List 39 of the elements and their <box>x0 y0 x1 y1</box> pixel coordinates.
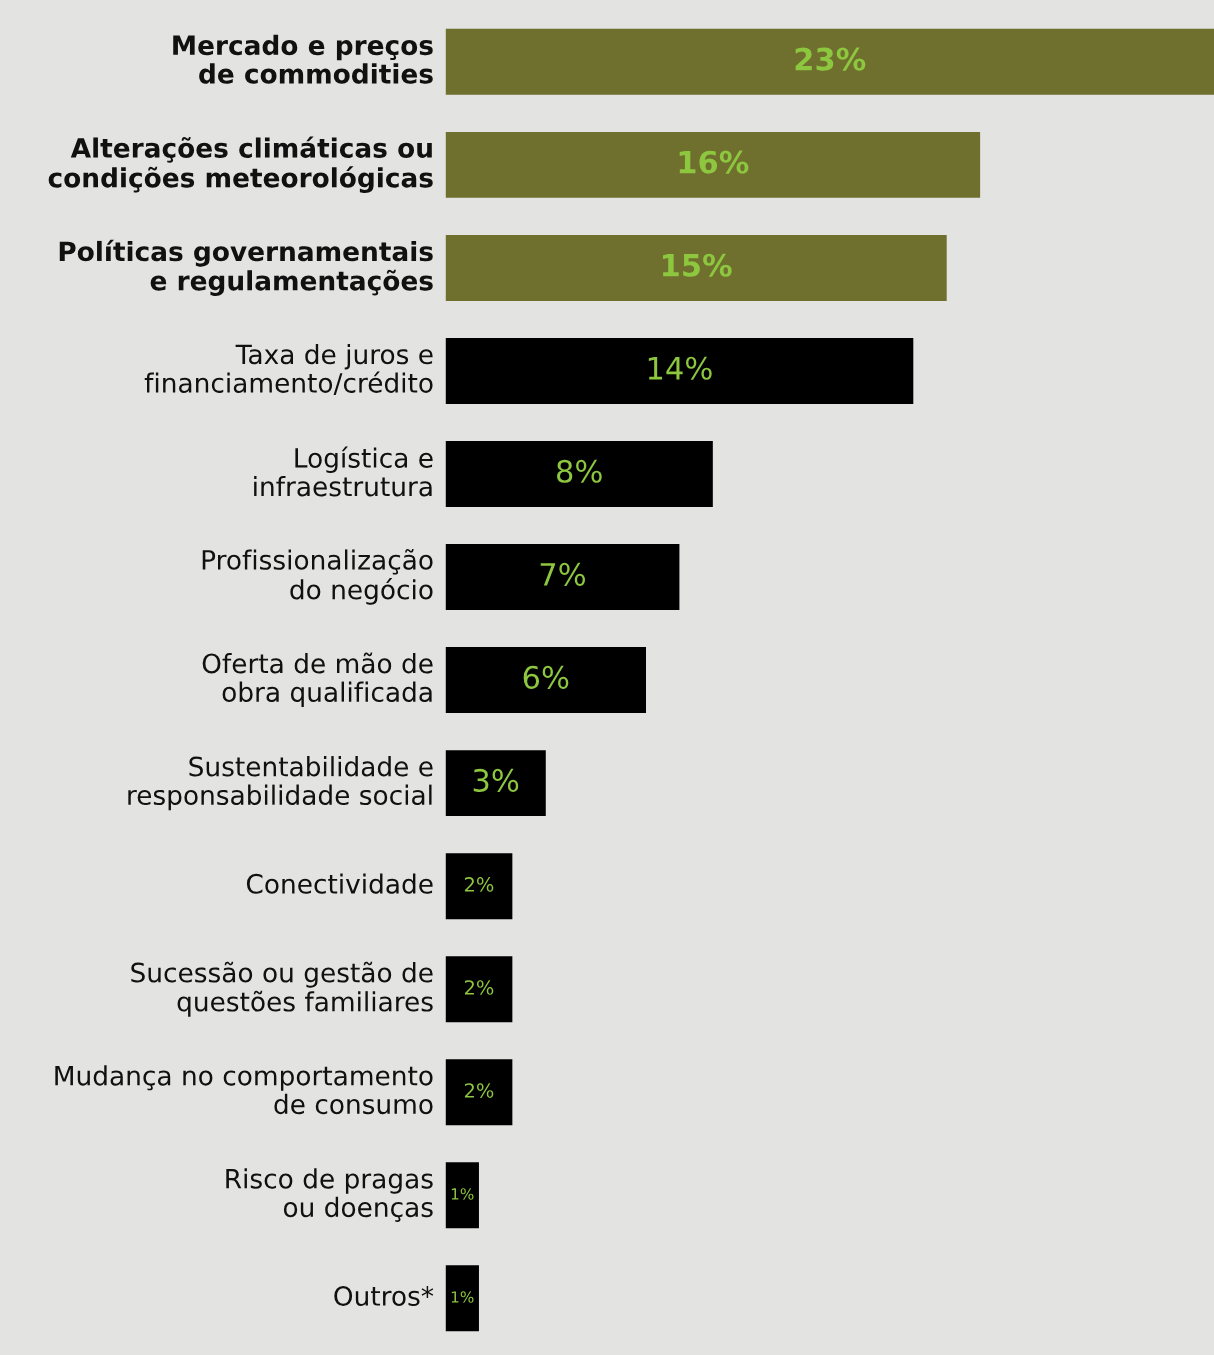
y-tick-label: Conectividade <box>246 873 433 894</box>
data-label: 23% <box>795 47 866 71</box>
y-tick-label: Políticas governamentais e regulamentações <box>59 239 433 296</box>
bar <box>445 956 513 1023</box>
bar <box>445 1265 479 1332</box>
data-label: 8% <box>557 459 602 483</box>
y-tick-label: Taxa de juros e financiamento/crédito <box>144 343 433 395</box>
data-label: 15% <box>663 253 732 277</box>
y-tick-label: Alterações climáticas ou condições meteorológicas <box>48 136 433 193</box>
data-label: 7% <box>540 562 586 586</box>
data-label: 1% <box>451 1188 474 1200</box>
data-label: 1% <box>451 1291 474 1303</box>
bar <box>445 234 947 301</box>
bar <box>445 441 713 507</box>
y-tick-label: Profissionalização do negócio <box>202 548 433 605</box>
y-tick-label: Sucessão ou gestão de questões familiares <box>131 961 433 1017</box>
y-tick-label: Logística e infraestrutura <box>254 446 433 497</box>
data-label: 3% <box>473 768 519 792</box>
y-tick-label: Mudança no comportamento de consumo <box>55 1065 433 1115</box>
data-label: 2% <box>464 877 494 892</box>
y-tick-label: Oferta de mão de obra qualificada <box>202 652 433 708</box>
bar <box>445 28 1214 95</box>
y-tick-label: Sustentabilidade e responsabilidade social <box>128 756 433 811</box>
bar <box>445 337 914 404</box>
bar <box>445 647 647 714</box>
bar <box>445 750 546 817</box>
bar <box>445 131 981 198</box>
y-tick-label: Mercado e preços de commodities <box>173 34 433 84</box>
bar <box>445 544 680 611</box>
bar <box>445 1162 479 1229</box>
y-tick-label: Outros* <box>334 1286 434 1306</box>
data-label: 2% <box>464 980 494 995</box>
data-label: 6% <box>523 665 569 689</box>
bar <box>445 1059 513 1126</box>
y-tick-label: Risco de pragas ou doenças <box>226 1168 433 1222</box>
data-label: 16% <box>679 150 749 174</box>
data-label: 2% <box>464 1083 494 1098</box>
data-label: 14% <box>648 356 712 380</box>
bar <box>445 853 513 920</box>
